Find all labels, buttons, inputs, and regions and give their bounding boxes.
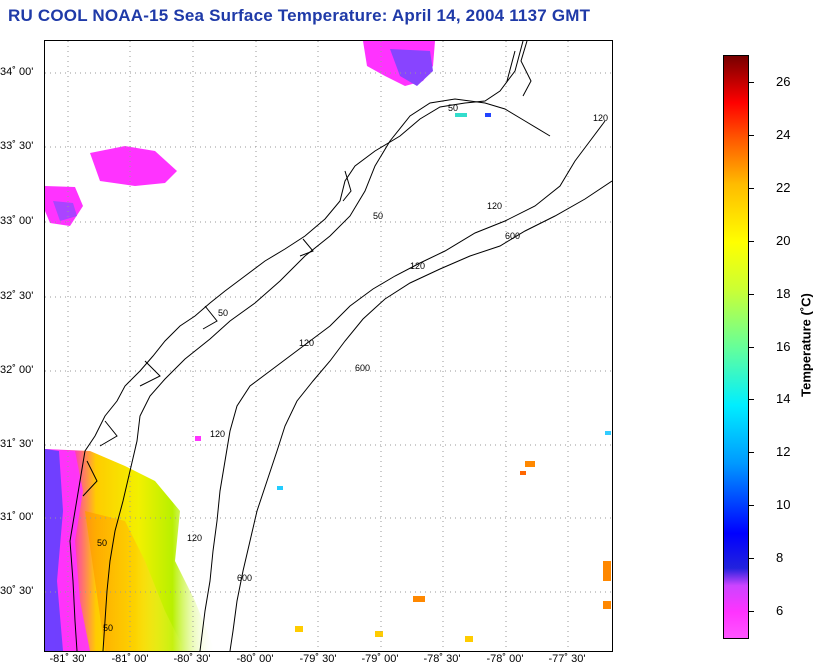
sst-cloud-patch-west [45, 146, 177, 226]
isobath-50 [102, 98, 551, 651]
colorbar-tick [748, 188, 754, 189]
colorbar-gradient [724, 56, 748, 638]
coastline [69, 41, 524, 651]
isobath-label-120-f: 120 [187, 533, 202, 543]
coast-islands [82, 41, 532, 497]
temperature-colorbar [723, 55, 749, 639]
lat-label-31-00: 31˚ 00' [0, 511, 34, 523]
sst-map-canvas: 50 50 50 50 50 120 120 120 120 120 120 6… [45, 41, 612, 651]
colorbar-tick [748, 611, 754, 612]
isobath-label-50-c: 50 [218, 308, 228, 318]
colorbar-tick [748, 82, 754, 83]
colorbar-tick [748, 558, 754, 559]
sst-cloud-patch-north [363, 41, 435, 86]
colorbar-tick [748, 241, 754, 242]
colorbar-label-26: 26 [776, 74, 791, 89]
colorbar-label-16: 16 [776, 339, 791, 354]
isobath-120 [199, 120, 606, 651]
colorbar-tick [748, 294, 754, 295]
colorbar-tick [748, 347, 754, 348]
isobath-label-50-d: 50 [97, 538, 107, 548]
lon-label-79-30: -79˚ 30' [299, 653, 337, 665]
colorbar-label-18: 18 [776, 286, 791, 301]
colorbar-tick [748, 135, 754, 136]
colorbar-label-22: 22 [776, 180, 791, 195]
map-gridlines [45, 41, 612, 651]
lon-label-81-00: -81˚ 00' [111, 653, 149, 665]
colorbar-label-6: 6 [776, 603, 784, 618]
isobath-label-120-c: 120 [410, 261, 425, 271]
lat-label-32-00: 32˚ 00' [0, 364, 34, 376]
isobath-label-120-e: 120 [210, 429, 225, 439]
lat-label-31-30: 31˚ 30' [0, 438, 34, 450]
isobath-600 [229, 180, 612, 651]
colorbar-label-14: 14 [776, 391, 791, 406]
lon-label-81-30: -81˚ 30' [49, 653, 87, 665]
lon-label-78-00: -78˚ 00' [486, 653, 524, 665]
colorbar-label-20: 20 [776, 233, 791, 248]
lat-label-32-30: 32˚ 30' [0, 290, 34, 302]
lat-label-33-30: 33˚ 30' [0, 140, 34, 152]
isobath-label-600-c: 600 [237, 573, 252, 583]
lat-label-30-30: 30˚ 30' [0, 585, 34, 597]
colorbar-label-24: 24 [776, 127, 791, 142]
lon-label-79-00: -79˚ 00' [361, 653, 399, 665]
isobath-label-120-b: 120 [487, 201, 502, 211]
colorbar-label-8: 8 [776, 550, 784, 565]
lon-label-80-30: -80˚ 30' [173, 653, 211, 665]
colorbar-tick [748, 505, 754, 506]
sst-warm-band [45, 449, 215, 651]
lon-label-77-30: -77˚ 30' [548, 653, 586, 665]
isobath-label-600-a: 600 [505, 231, 520, 241]
isobath-label-50-a: 50 [448, 103, 458, 113]
sst-scattered-pixels [195, 113, 611, 642]
isobath-label-50-b: 50 [373, 211, 383, 221]
colorbar-label-10: 10 [776, 497, 791, 512]
lon-label-80-00: -80˚ 00' [236, 653, 274, 665]
isobath-label-120-a: 120 [593, 113, 608, 123]
isobath-label-600-b: 600 [355, 363, 370, 373]
lat-label-33-00: 33˚ 00' [0, 215, 34, 227]
sst-map[interactable]: 50 50 50 50 50 120 120 120 120 120 120 6… [44, 40, 613, 652]
lon-label-78-30: -78˚ 30' [423, 653, 461, 665]
colorbar-title: Temperature (˚C) [798, 293, 814, 397]
map-title: RU COOL NOAA-15 Sea Surface Temperature:… [8, 6, 591, 25]
lat-label-34-00: 34˚ 00' [0, 66, 34, 78]
colorbar-tick [748, 452, 754, 453]
colorbar-tick [748, 399, 754, 400]
colorbar-label-12: 12 [776, 444, 791, 459]
isobath-label-120-d: 120 [299, 338, 314, 348]
isobath-label-50-e: 50 [103, 623, 113, 633]
